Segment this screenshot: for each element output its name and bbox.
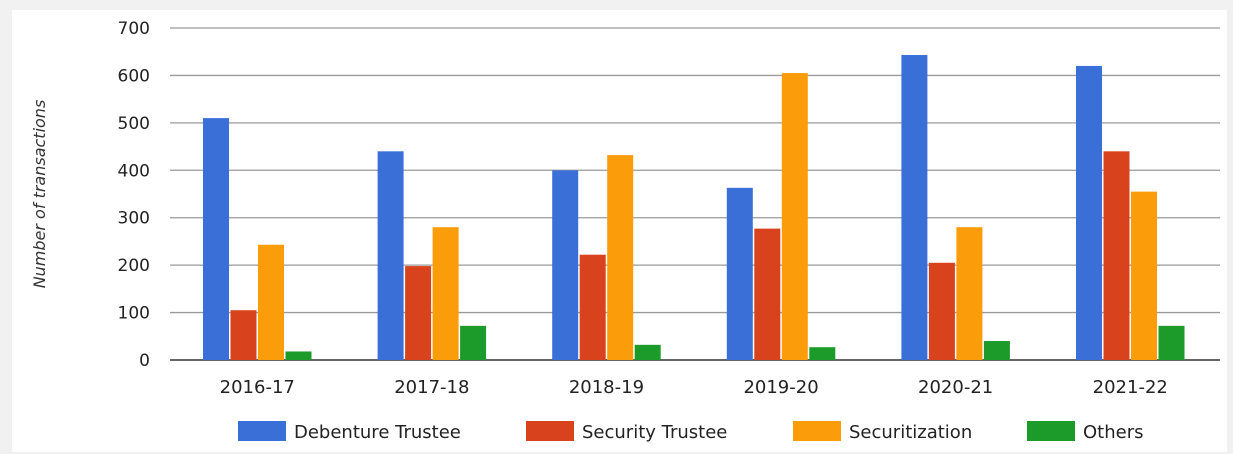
y-tick-label: 300 — [118, 209, 150, 229]
bar-debenture-trustee-2018-19 — [552, 170, 579, 360]
bar-security-trustee-2016-17 — [230, 310, 257, 360]
bar-security-trustee-2019-20 — [754, 228, 781, 360]
bars — [203, 55, 1185, 361]
bar-securitization-2017-18 — [432, 227, 459, 360]
y-tick-label: 0 — [139, 351, 150, 371]
x-tick-label: 2021-22 — [1093, 377, 1168, 398]
bar-securitization-2016-17 — [258, 244, 284, 360]
legend: Debenture Trustee Security Trustee Securit… — [238, 421, 1144, 443]
y-tick-label: 600 — [118, 66, 150, 86]
bar-security-trustee-2017-18 — [405, 266, 432, 360]
legend-swatch — [526, 421, 574, 441]
x-tick-label: 2020-21 — [918, 377, 993, 398]
x-tick-label: 2019-20 — [743, 377, 818, 398]
legend-label: Security Trustee — [582, 422, 727, 443]
chart-container: 0 100 200 300 400 500 600 700 2016-17 2017-18 201… — [12, 10, 1227, 452]
bar-securitization-2021-22 — [1131, 191, 1157, 360]
y-axis-ticks: 0 100 200 300 400 500 600 700 — [118, 19, 150, 371]
legend-label: Others — [1083, 422, 1144, 443]
bar-others-2021-22 — [1158, 325, 1185, 360]
bar-debenture-trustee-2017-18 — [377, 151, 404, 360]
bar-security-trustee-2020-21 — [928, 262, 955, 360]
y-axis-title: Number of transactions — [30, 100, 49, 289]
bar-others-2019-20 — [809, 347, 836, 360]
legend-swatch — [238, 421, 286, 441]
legend-label: Debenture Trustee — [294, 422, 461, 443]
x-tick-label: 2016-17 — [220, 377, 295, 398]
y-tick-label: 100 — [118, 304, 150, 324]
bar-debenture-trustee-2021-22 — [1076, 65, 1102, 360]
y-tick-label: 400 — [118, 161, 150, 181]
x-axis-ticks: 2016-17 2017-18 2018-19 2019-20 2020-21 2021-… — [220, 377, 1168, 398]
x-tick-label: 2018-19 — [569, 377, 644, 398]
bar-securitization-2020-21 — [956, 227, 983, 360]
y-tick-label: 200 — [118, 256, 150, 276]
bar-debenture-trustee-2020-21 — [901, 55, 928, 360]
bar-security-trustee-2021-22 — [1103, 151, 1130, 360]
legend-swatch — [793, 421, 841, 441]
bar-securitization-2018-19 — [607, 155, 634, 360]
bar-others-2017-18 — [460, 325, 487, 360]
bar-others-2016-17 — [285, 351, 312, 360]
bar-debenture-trustee-2016-17 — [203, 118, 229, 360]
legend-swatch — [1027, 421, 1075, 441]
bar-security-trustee-2018-19 — [579, 254, 606, 360]
bar-debenture-trustee-2019-20 — [726, 187, 753, 360]
legend-label: Securitization — [849, 422, 972, 443]
bar-securitization-2019-20 — [781, 73, 808, 361]
bar-others-2020-21 — [983, 341, 1010, 360]
x-tick-label: 2017-18 — [394, 377, 469, 398]
y-tick-label: 500 — [118, 114, 150, 134]
bar-others-2018-19 — [634, 344, 661, 360]
y-tick-label: 700 — [118, 19, 150, 39]
grid-lines — [170, 27, 1220, 361]
